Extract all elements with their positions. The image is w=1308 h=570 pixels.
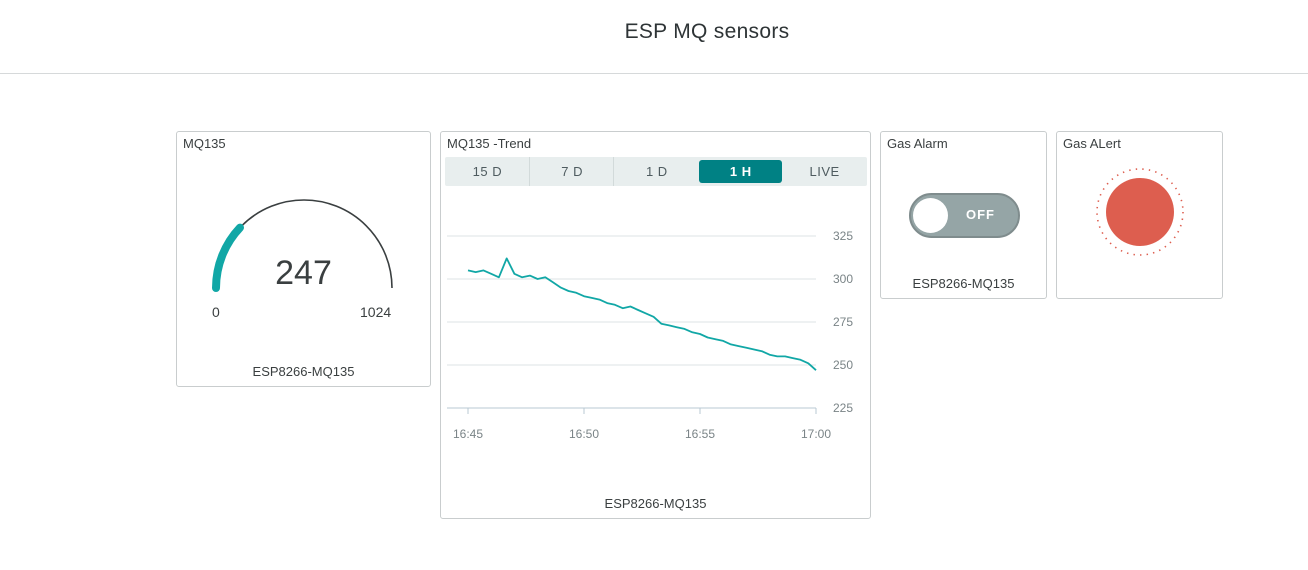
toggle-knob (913, 198, 948, 233)
trend-chart: 325 300 275 250 225 16:45 16:50 16:55 17:00 (447, 229, 853, 441)
trend-widget: MQ135 -Trend 15 D 7 D 1 D 1 H LIVE 325 30… (440, 131, 871, 519)
gauge-fill (212, 223, 244, 292)
gauge-value: 247 (275, 254, 332, 292)
tab-15d[interactable]: 15 D (445, 157, 530, 186)
led-halo (1096, 168, 1184, 256)
gauge-min-label: 0 (212, 304, 220, 320)
y-tick-label: 275 (833, 315, 853, 329)
x-tick-label: 16:50 (569, 427, 599, 441)
page-header: ESP MQ sensors (0, 0, 1308, 74)
led-light (1106, 178, 1174, 246)
y-tick-label: 325 (833, 229, 853, 243)
switch-device-label: ESP8266-MQ135 (912, 276, 1015, 291)
led-widget: Gas ALert (1056, 131, 1223, 299)
series-line (467, 257, 817, 371)
tab-1h[interactable]: 1 H (699, 160, 783, 183)
gauge-widget: MQ135 247 0 1024 ESP8266-MQ135 (176, 131, 431, 387)
toggle-state-label: OFF (966, 207, 995, 222)
gauge-max-label: 1024 (360, 304, 392, 320)
led-indicator (1096, 168, 1184, 256)
gauge-title: MQ135 (183, 136, 226, 151)
gauge-dial (212, 199, 393, 292)
y-tick-label: 300 (833, 272, 853, 286)
page-title: ESP MQ sensors (624, 20, 790, 43)
x-tick-label: 16:55 (685, 427, 715, 441)
gauge-device-label: ESP8266-MQ135 (252, 364, 355, 379)
tab-live[interactable]: LIVE (809, 164, 840, 179)
switch-title: Gas Alarm (887, 136, 948, 151)
x-tick-label: 16:45 (453, 427, 483, 441)
y-tick-label: 225 (833, 401, 853, 415)
time-range-tabs: 15 D 7 D 1 D 1 H LIVE (445, 157, 867, 186)
tab-1d[interactable]: 1 D (645, 164, 668, 179)
trend-title: MQ135 -Trend (447, 136, 532, 151)
tab-7d[interactable]: 7 D (530, 157, 615, 186)
led-title: Gas ALert (1063, 136, 1121, 151)
x-tick-label: 17:00 (801, 427, 831, 441)
y-tick-label: 250 (833, 358, 853, 372)
switch-widget: Gas Alarm OFF ESP8266-MQ135 (880, 131, 1047, 299)
gas-alarm-toggle[interactable]: OFF (909, 193, 1020, 238)
trend-device-label: ESP8266-MQ135 (604, 496, 707, 511)
